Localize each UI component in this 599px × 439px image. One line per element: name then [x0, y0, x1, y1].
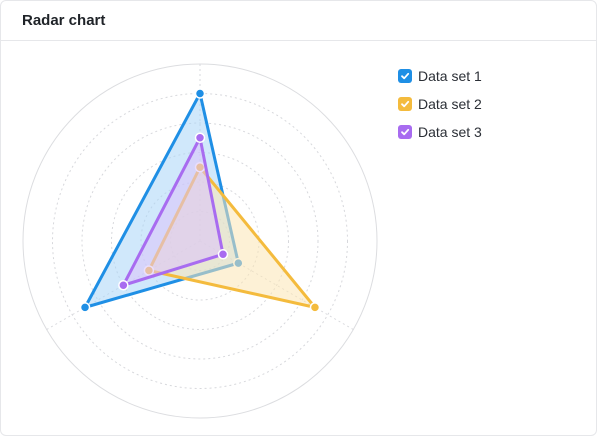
data-point: [119, 281, 128, 290]
card-header: Radar chart: [1, 1, 596, 41]
checkbox-icon[interactable]: [398, 125, 412, 139]
checkbox-icon[interactable]: [398, 69, 412, 83]
legend-label: Data set 1: [418, 68, 482, 84]
data-point: [218, 250, 227, 259]
data-point: [196, 89, 205, 98]
legend-label: Data set 2: [418, 96, 482, 112]
radar-chart: [1, 42, 401, 436]
radar-series: [81, 89, 320, 312]
legend: Data set 1 Data set 2 Data set 3: [398, 62, 482, 146]
legend-label: Data set 3: [418, 124, 482, 140]
data-point: [196, 133, 205, 142]
legend-item-1[interactable]: Data set 1: [398, 62, 482, 90]
legend-item-2[interactable]: Data set 2: [398, 90, 482, 118]
legend-item-3[interactable]: Data set 3: [398, 118, 482, 146]
checkbox-icon[interactable]: [398, 97, 412, 111]
data-point: [81, 303, 90, 312]
card-title: Radar chart: [22, 12, 105, 29]
data-point: [310, 303, 319, 312]
